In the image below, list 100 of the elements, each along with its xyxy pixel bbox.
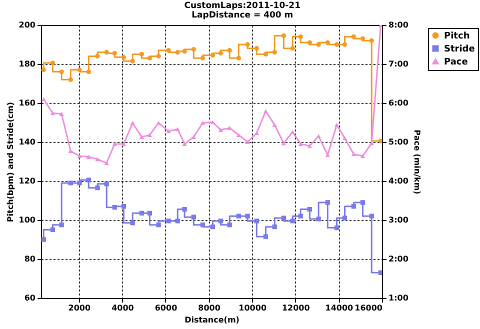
point (307, 40, 312, 45)
x-tick-label: 16000 (354, 304, 383, 312)
legend-label: Pitch (444, 32, 470, 42)
point (147, 132, 152, 138)
point (200, 56, 206, 60)
point (298, 214, 303, 218)
x-axis-title: Distance(m) (184, 316, 240, 324)
point (86, 178, 91, 182)
point (210, 224, 216, 230)
y2-tick-label: 8:00 (388, 20, 409, 30)
point (227, 48, 232, 53)
point (316, 134, 321, 138)
point (272, 224, 277, 230)
point (166, 48, 171, 53)
point (166, 218, 171, 224)
point (290, 46, 295, 51)
point (139, 52, 144, 57)
y-tick-label: 200 (18, 20, 36, 30)
point (351, 34, 356, 40)
point (334, 122, 340, 127)
point (182, 48, 187, 54)
chart-subtitle: LapDistance = 400 m (192, 10, 294, 20)
y2-tick-label: 5:00 (388, 138, 409, 146)
y2-tick-label: 1:00 (388, 294, 409, 302)
point (166, 129, 171, 134)
point (95, 185, 100, 190)
y-tick-label: 120 (18, 176, 36, 186)
point (156, 222, 161, 228)
point (50, 60, 56, 66)
y-tick-label: 100 (18, 216, 36, 224)
point (95, 54, 100, 59)
point (272, 50, 277, 55)
point (112, 50, 117, 56)
point (139, 134, 144, 139)
y2-tick-label: 7:00 (388, 60, 409, 68)
chart-title: CustomLaps:2011-10-21 (184, 1, 301, 11)
point (360, 200, 366, 205)
point (334, 225, 340, 230)
x-tick-label: 2000 (68, 304, 91, 312)
point (41, 237, 46, 242)
point (200, 222, 206, 228)
point (191, 47, 196, 52)
point (156, 54, 161, 59)
point (59, 69, 64, 74)
point (121, 142, 126, 146)
point (77, 68, 82, 72)
point (342, 42, 348, 47)
point (254, 46, 259, 51)
point (130, 58, 135, 64)
point (175, 50, 180, 55)
point (254, 218, 259, 224)
point (104, 161, 109, 166)
point (210, 52, 216, 58)
point (325, 200, 330, 205)
point (245, 214, 250, 218)
point (68, 77, 74, 82)
point (281, 216, 286, 220)
y2-axis-title: Pace (min/km) (412, 130, 422, 194)
x-tick-label: 4000 (112, 304, 134, 312)
x-tick-label: 6000 (154, 304, 178, 312)
point (342, 136, 348, 140)
point (263, 109, 268, 114)
point (147, 210, 152, 216)
point (104, 182, 109, 186)
y-tick-label: 160 (18, 98, 36, 108)
point (316, 216, 321, 222)
y-tick-label: 140 (18, 138, 36, 146)
point (41, 97, 46, 102)
point (369, 214, 374, 218)
point (263, 234, 268, 239)
point (369, 38, 374, 43)
point (360, 36, 366, 41)
x-tick-label: 8000 (198, 304, 221, 312)
point (298, 142, 303, 146)
point (112, 142, 117, 146)
point (325, 40, 330, 45)
point (121, 204, 126, 209)
point (130, 120, 135, 125)
point (121, 54, 126, 60)
point (218, 128, 224, 132)
x-tick-label: 10000 (238, 304, 267, 312)
point (175, 218, 180, 224)
point (227, 222, 232, 228)
point (147, 56, 152, 60)
point (307, 144, 312, 148)
x-tick-label: 14000 (325, 304, 354, 312)
y-tick-label: 60 (24, 294, 36, 302)
y2-tick-label: 6:00 (388, 98, 409, 108)
point (200, 120, 206, 125)
point (272, 122, 277, 127)
point (334, 42, 340, 47)
point (236, 214, 242, 218)
point (245, 140, 250, 144)
point (86, 69, 91, 74)
point (218, 218, 224, 224)
legend-label: Pace (444, 58, 468, 68)
point (360, 154, 366, 158)
y-axis-title: Pitch(bpm) and Stride(cm) (6, 102, 15, 222)
point (342, 216, 348, 220)
point (281, 33, 286, 38)
